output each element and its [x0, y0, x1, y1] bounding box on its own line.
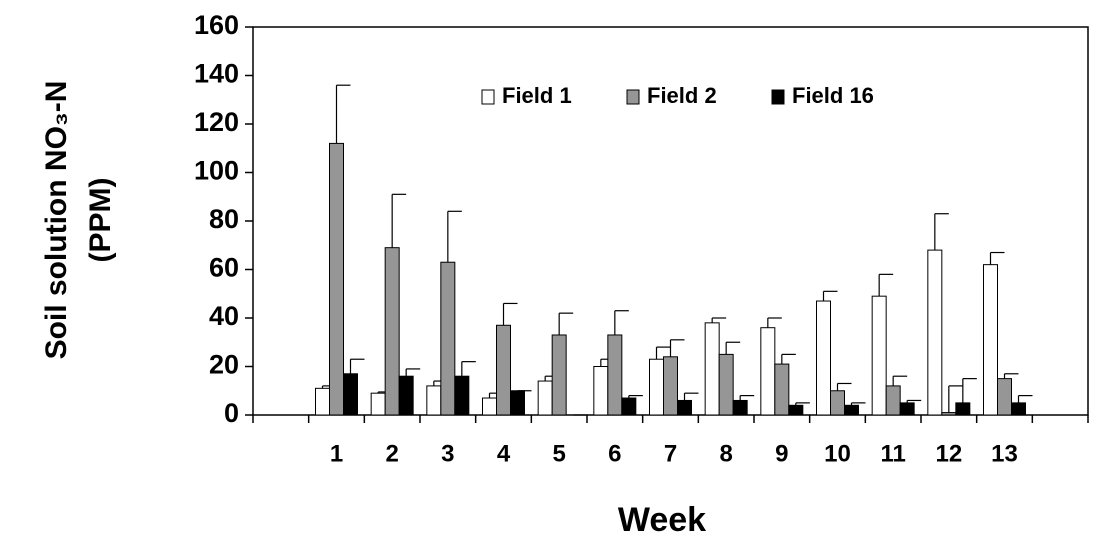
x-tick-label: 13 — [991, 440, 1018, 467]
bar — [732, 399, 748, 416]
bar — [927, 249, 943, 416]
x-tick-label: 9 — [775, 440, 788, 467]
bar — [663, 356, 678, 416]
bar — [899, 402, 915, 416]
x-tick-label: 2 — [385, 440, 398, 467]
bar — [983, 264, 998, 416]
bar — [704, 322, 720, 416]
y-axis-label: Soil solution NO₃-N — [40, 81, 73, 360]
legend-swatch — [481, 89, 495, 105]
y-tick-label: 20 — [209, 350, 239, 380]
bar — [510, 390, 525, 416]
legend-swatch — [626, 89, 640, 105]
x-tick-label: 1 — [330, 440, 343, 467]
bar — [774, 363, 790, 416]
y-tick-label: 140 — [194, 59, 239, 89]
y-tick-label: 40 — [209, 301, 239, 331]
bar — [607, 334, 623, 416]
bar — [329, 142, 344, 416]
bar — [649, 358, 664, 416]
bar — [788, 404, 804, 416]
bar — [941, 412, 957, 416]
y-tick-label: 80 — [209, 204, 239, 234]
bar — [343, 373, 358, 416]
x-tick-label: 3 — [441, 440, 454, 467]
bar — [997, 378, 1012, 416]
bar — [885, 385, 901, 416]
bar — [315, 387, 330, 416]
bar — [370, 392, 386, 416]
x-tick-label: 5 — [552, 440, 565, 467]
y-tick-label: 160 — [194, 10, 239, 40]
bar — [1011, 402, 1026, 416]
bar — [816, 300, 831, 416]
bar — [398, 375, 414, 416]
legend-label: Field 1 — [502, 83, 572, 108]
x-axis-label: Week — [618, 501, 706, 539]
x-tick-label: 7 — [664, 440, 677, 467]
bar — [440, 261, 456, 416]
y-tick-label: 60 — [209, 253, 239, 283]
bar — [496, 324, 511, 416]
bar — [760, 327, 776, 416]
bar — [551, 334, 567, 416]
bar — [384, 247, 400, 416]
legend-label: Field 16 — [792, 83, 874, 108]
legend-swatch — [771, 89, 785, 105]
x-tick-label: 11 — [880, 440, 905, 467]
bar — [871, 295, 887, 416]
x-tick-label: 8 — [719, 440, 732, 467]
bar — [955, 402, 971, 416]
bar — [593, 366, 609, 416]
x-tick-label: 12 — [935, 440, 962, 467]
x-tick-label: 4 — [497, 440, 511, 467]
legend-label: Field 2 — [647, 83, 717, 108]
y-tick-label: 120 — [194, 107, 239, 137]
bar — [844, 404, 859, 416]
x-tick-label: 10 — [824, 440, 851, 467]
bar — [482, 397, 497, 416]
y-tick-label: 100 — [194, 156, 239, 186]
y-axis-label: (PPM) — [84, 178, 117, 263]
x-tick-label: 6 — [608, 440, 621, 467]
bar — [677, 399, 692, 416]
bar — [426, 385, 442, 416]
bar — [718, 353, 734, 416]
bar — [621, 397, 637, 416]
bar — [537, 380, 553, 416]
y-tick-label: 0 — [224, 398, 239, 428]
bar — [830, 390, 845, 416]
bar — [454, 375, 470, 416]
